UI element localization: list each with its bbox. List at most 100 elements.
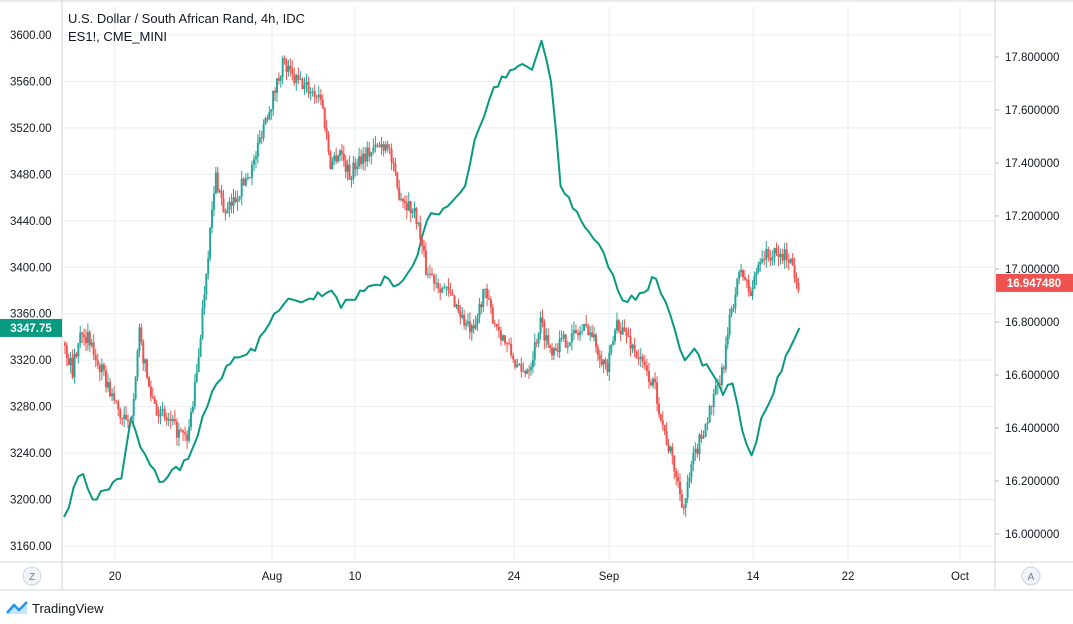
candle [407, 192, 410, 212]
candle-body [734, 294, 737, 309]
candle-body [669, 446, 672, 452]
candle [706, 417, 709, 431]
candle [424, 242, 427, 276]
candle [663, 424, 666, 436]
candle-body [321, 99, 324, 108]
candle-body [682, 507, 685, 509]
candle [497, 319, 500, 339]
candle-body [698, 434, 701, 455]
candle-body [234, 197, 237, 202]
candle [307, 76, 310, 98]
candle [260, 130, 263, 145]
candle-body [529, 367, 532, 370]
candle [88, 329, 91, 353]
candle-body [179, 429, 182, 431]
candle [435, 273, 438, 289]
candle [428, 264, 431, 279]
candle [329, 150, 332, 170]
candle-body [147, 377, 150, 387]
candle-body [665, 431, 668, 445]
candle-body [203, 294, 206, 309]
candle-body [417, 222, 420, 224]
candle [201, 300, 204, 341]
candle-body [608, 352, 611, 373]
candle-body [126, 419, 129, 422]
candle [545, 328, 548, 349]
candle [96, 353, 99, 370]
x-axis-tick-label: 24 [508, 571, 521, 583]
candle [287, 59, 290, 77]
candle-body [358, 156, 361, 167]
candle [426, 267, 429, 279]
candle-body [193, 381, 196, 407]
candle-body [757, 264, 760, 273]
candle-body [459, 311, 462, 318]
candle-body [708, 406, 711, 423]
candle [793, 257, 796, 283]
candle-body [779, 254, 782, 257]
right-scale-button[interactable]: A [1021, 566, 1041, 586]
candle-body [690, 464, 693, 478]
candle [136, 348, 139, 382]
candle [153, 395, 156, 404]
candle-body [508, 343, 511, 345]
candle [726, 327, 729, 350]
candle-body [113, 393, 116, 401]
candle [115, 400, 118, 405]
candle-body [631, 344, 634, 349]
candle-body [594, 334, 597, 347]
candle-body [79, 332, 82, 344]
candle [775, 242, 778, 257]
left-axis-tick-label: 3400.00 [10, 262, 52, 274]
candle-body [720, 367, 723, 386]
candle [767, 246, 770, 262]
candle-body [482, 289, 485, 308]
candle [734, 287, 737, 314]
candle-body [606, 363, 609, 373]
footer-brand[interactable]: TradingView [6, 598, 104, 618]
candle [612, 336, 615, 346]
legend-compare-symbol[interactable]: ES1!, CME_MINI [68, 29, 167, 44]
candle-body [151, 396, 154, 399]
candle-body [214, 172, 217, 194]
candle-body [111, 393, 114, 397]
left-scale-button[interactable]: Z [22, 566, 42, 586]
candle-body [596, 346, 599, 356]
candle-body [140, 327, 143, 342]
candle [299, 71, 302, 81]
candle [113, 386, 116, 404]
candle-body [423, 245, 426, 251]
candle [244, 173, 247, 187]
candle-body [441, 288, 444, 293]
candle [757, 261, 760, 275]
candle [382, 141, 385, 157]
left-axis-tick-label: 3560.00 [10, 76, 52, 88]
candle [722, 365, 725, 374]
candle [476, 313, 479, 332]
candle [489, 296, 492, 314]
candle [319, 89, 322, 105]
candle [528, 365, 531, 379]
candle [258, 130, 261, 145]
candle-body [667, 444, 670, 452]
candle [615, 312, 618, 334]
candle [635, 350, 638, 359]
candle-body [242, 178, 245, 186]
candle [264, 116, 267, 125]
candle [144, 358, 147, 373]
candle [491, 303, 494, 324]
candle-body [714, 385, 717, 394]
left-axis-tick-label: 3320.00 [10, 355, 52, 367]
candle [277, 72, 280, 85]
candle [661, 411, 664, 431]
candle-body [558, 338, 561, 352]
candle-body [177, 429, 180, 438]
candle-body [415, 208, 418, 224]
candle [581, 323, 584, 335]
candle-body [346, 164, 349, 172]
candle-body [533, 342, 536, 360]
candle-body [556, 350, 559, 352]
candle-body [449, 290, 452, 294]
candle-body [254, 156, 257, 160]
candle [325, 119, 328, 141]
